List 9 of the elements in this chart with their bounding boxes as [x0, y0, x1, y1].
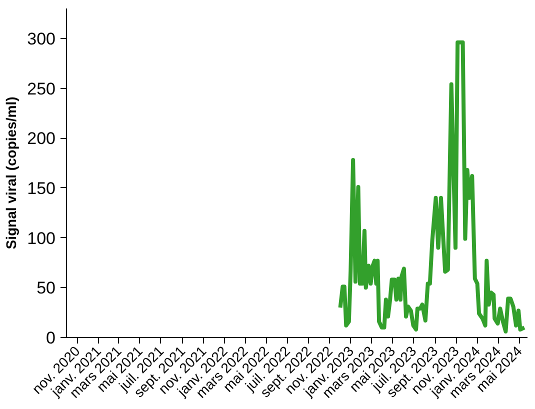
y-tick-label: 0	[46, 328, 56, 348]
line-series	[338, 40, 526, 334]
y-tick-label: 250	[27, 79, 56, 98]
y-axis-title: Signal viral (copies/ml)	[3, 96, 20, 250]
y-tick-label: 50	[36, 278, 56, 298]
y-tick-label: 100	[27, 228, 56, 248]
y-tick-label: 300	[27, 29, 56, 48]
y-tick-label: 150	[27, 178, 56, 198]
y-tick-label: 200	[27, 129, 56, 148]
